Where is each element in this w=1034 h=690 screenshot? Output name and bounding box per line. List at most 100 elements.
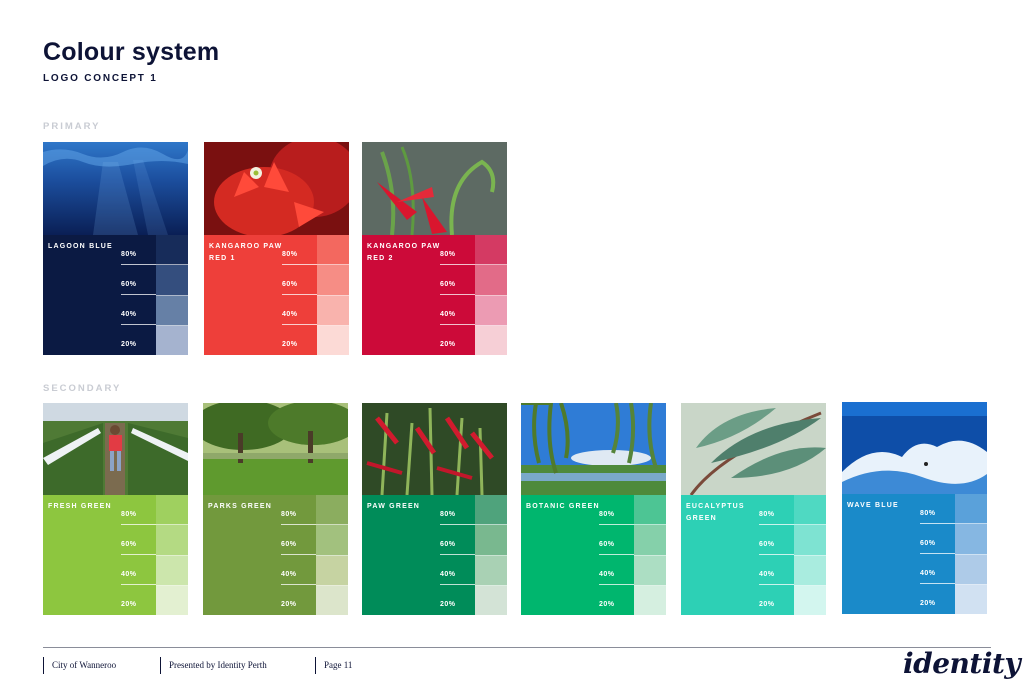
tint-column (317, 235, 349, 355)
divider (440, 524, 475, 525)
swatch-color-panel: KANGAROO PAW RED 2 80% 60% 40% 20% (362, 235, 507, 355)
tint-40 (634, 556, 666, 586)
swatch-parks-green: PARKS GREEN 80% 60% 40% 20% (203, 403, 348, 615)
divider (440, 324, 475, 325)
divider (440, 294, 475, 295)
tint-20 (156, 326, 188, 355)
tint-column (794, 495, 826, 615)
footer-client: City of Wanneroo (43, 657, 116, 674)
swatch-name: PAW GREEN (367, 501, 447, 513)
swatch-name: PARKS GREEN (208, 501, 288, 513)
tint-column (156, 495, 188, 615)
underwater-photo (43, 142, 188, 235)
tint-20 (156, 586, 188, 615)
divider (920, 523, 955, 524)
tint-80 (794, 495, 826, 525)
pct-40: 40% (440, 571, 456, 578)
pct-60: 60% (281, 541, 297, 548)
divider (440, 554, 475, 555)
swatch-wave-blue: WAVE BLUE 80% 60% 40% 20% (842, 402, 987, 614)
tint-40 (475, 556, 507, 586)
divider (121, 264, 156, 265)
pct-60: 60% (599, 541, 615, 548)
tint-column (475, 235, 507, 355)
tint-80 (316, 495, 348, 525)
tint-20 (316, 586, 348, 615)
tint-20 (475, 586, 507, 615)
divider (281, 524, 316, 525)
tint-40 (156, 556, 188, 586)
divider (282, 264, 317, 265)
red-kangaroo-paw-flower-photo (204, 142, 349, 235)
tint-60 (955, 524, 987, 554)
swatch-color-panel: PAW GREEN 80% 60% 40% 20% (362, 495, 507, 615)
swatch-botanic-green: BOTANIC GREEN 80% 60% 40% 20% (521, 403, 666, 615)
eucalyptus-leaves-photo (681, 403, 826, 495)
swatch-fresh-green: FRESH GREEN 80% 60% 40% 20% (43, 403, 188, 615)
divider (121, 324, 156, 325)
swatch-name: FRESH GREEN (48, 501, 128, 513)
tint-40 (794, 556, 826, 586)
pct-80: 80% (281, 511, 297, 518)
pct-80: 80% (121, 511, 137, 518)
tint-60 (156, 525, 188, 555)
pct-80: 80% (282, 251, 298, 258)
swatch-kangaroo-paw-red-1: KANGAROO PAW RED 1 80% 60% 40% 20% (204, 142, 349, 355)
tint-20 (955, 585, 987, 614)
tint-60 (156, 265, 188, 295)
tint-40 (317, 296, 349, 326)
pct-80: 80% (440, 511, 456, 518)
divider (599, 554, 634, 555)
tint-column (156, 235, 188, 355)
divider (121, 554, 156, 555)
main-color-block (842, 494, 955, 614)
main-color-block (43, 235, 156, 355)
pct-60: 60% (121, 281, 137, 288)
pct-40: 40% (599, 571, 615, 578)
tint-20 (794, 586, 826, 615)
divider (282, 324, 317, 325)
tint-80 (475, 495, 507, 525)
divider (920, 553, 955, 554)
pct-80: 80% (920, 510, 936, 517)
pct-40: 40% (121, 311, 137, 318)
tint-60 (475, 525, 507, 555)
pct-80: 80% (440, 251, 456, 258)
swatch-color-panel: KANGAROO PAW RED 1 80% 60% 40% 20% (204, 235, 349, 355)
divider (121, 294, 156, 295)
tint-20 (634, 586, 666, 615)
pct-60: 60% (920, 540, 936, 547)
page-title: Colour system (43, 38, 219, 67)
pct-60: 60% (759, 541, 775, 548)
pct-80: 80% (121, 251, 137, 258)
swatch-paw-green: PAW GREEN 80% 60% 40% 20% (362, 403, 507, 615)
swatch-color-panel: FRESH GREEN 80% 60% 40% 20% (43, 495, 188, 615)
main-color-block (521, 495, 634, 615)
main-color-block (43, 495, 156, 615)
tint-40 (475, 296, 507, 326)
pct-20: 20% (759, 601, 775, 608)
kangaroo-paw-stems-photo (362, 142, 507, 235)
tint-20 (475, 326, 507, 355)
pct-40: 40% (920, 570, 936, 577)
main-color-block (203, 495, 316, 615)
pct-40: 40% (282, 311, 298, 318)
swatch-color-panel: PARKS GREEN 80% 60% 40% 20% (203, 495, 348, 615)
green-kangaroo-paw-plants-photo (362, 403, 507, 495)
pct-60: 60% (440, 281, 456, 288)
tint-40 (156, 296, 188, 326)
swatch-name: KANGAROO PAW RED 2 (367, 241, 447, 265)
main-color-block (362, 495, 475, 615)
divider (281, 554, 316, 555)
tint-column (316, 495, 348, 615)
pct-40: 40% (759, 571, 775, 578)
tint-column (634, 495, 666, 615)
pct-20: 20% (121, 601, 137, 608)
pct-80: 80% (759, 511, 775, 518)
pct-20: 20% (599, 601, 615, 608)
tint-80 (156, 235, 188, 265)
swatch-color-panel: BOTANIC GREEN 80% 60% 40% 20% (521, 495, 666, 615)
identity-logo: identity (903, 647, 1020, 680)
pct-20: 20% (281, 601, 297, 608)
tint-80 (955, 494, 987, 524)
